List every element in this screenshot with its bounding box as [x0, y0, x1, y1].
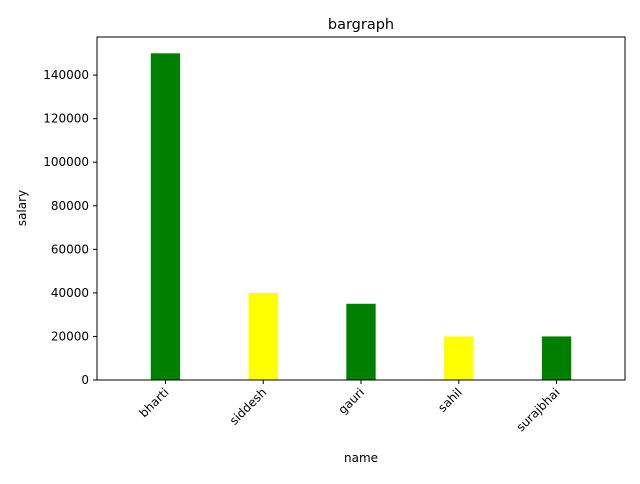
y-tick-label: 60000 — [51, 242, 89, 256]
x-axis-label: name — [344, 451, 378, 465]
bar-siddesh — [248, 292, 278, 380]
y-tick-label: 20000 — [51, 329, 89, 343]
x-tick-label: bharti — [137, 385, 172, 420]
plot-frame — [96, 36, 626, 381]
bar-gauri — [346, 303, 376, 380]
y-tick-label: 40000 — [51, 286, 89, 300]
chart-title: bargraph — [328, 17, 394, 33]
y-tick-label: 100000 — [43, 155, 89, 169]
y-tick-label: 0 — [81, 373, 89, 387]
y-axis-label: salary — [15, 190, 29, 226]
x-axis: bharti siddesh gauri sahil surajbhai — [137, 380, 563, 434]
x-tick-label: sahil — [435, 385, 465, 415]
bars-layer — [150, 53, 572, 380]
bar-surajbhai — [541, 336, 572, 380]
x-tick-label: siddesh — [227, 385, 269, 427]
x-tick-label: surajbhai — [514, 385, 563, 434]
y-tick-label: 140000 — [43, 68, 89, 82]
y-axis: 0 20000 40000 60000 80000 100000 120000 140000 — [43, 68, 97, 387]
y-tick-label: 80000 — [51, 199, 89, 213]
x-tick-label: gauri — [335, 385, 367, 417]
bar-sahil — [444, 336, 474, 380]
y-tick-label: 120000 — [43, 112, 89, 126]
bar-bharti — [150, 53, 181, 380]
